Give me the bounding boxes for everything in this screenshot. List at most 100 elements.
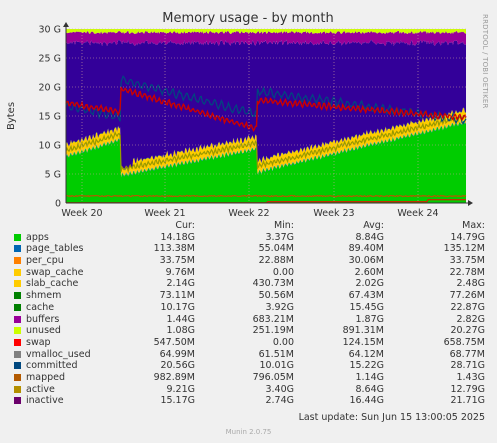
- legend-cur-value: 1.44G: [166, 313, 195, 325]
- chart-title: Memory usage - by month: [162, 11, 333, 26]
- legend-cur-value: 14.18G: [160, 231, 195, 243]
- legend-row-apps: apps 14.18G 3.37G 8.84G 14.79G: [0, 232, 497, 244]
- side-label: RRDTOOL / TOBI OETIKER: [481, 14, 489, 109]
- area-unused: [66, 29, 466, 34]
- legend-max-value: 77.26M: [449, 290, 485, 302]
- legend-series-name: unused: [26, 325, 61, 337]
- legend-swatch: [14, 245, 21, 253]
- legend-table: Cur: Min: Avg: Max: apps 14.18G 3.37G 8.84G…: [0, 220, 497, 407]
- y-tick-label: 25 G: [39, 54, 61, 65]
- legend-swatch: [14, 397, 21, 405]
- legend-avg-value: 89.40M: [348, 243, 384, 255]
- legend-min-value: 251.19M: [252, 325, 294, 337]
- header-avg: Avg:: [363, 220, 384, 231]
- legend-cur-value: 2.14G: [166, 278, 195, 290]
- legend-swatch: [14, 292, 21, 300]
- y-tick-label: 0: [55, 199, 61, 210]
- legend-series-name: cache: [26, 301, 55, 313]
- line-active: [65, 114, 467, 174]
- area-buffers: [66, 31, 466, 46]
- legend-avg-value: 1.14G: [355, 371, 384, 383]
- legend-row-buffers: buffers 1.44G 683.21M 1.87G 2.82G: [0, 314, 497, 326]
- legend-max-value: 21.71G: [450, 395, 485, 407]
- legend-series-name: swap: [26, 336, 51, 348]
- legend-series-name: vmalloc_used: [26, 348, 91, 360]
- legend-row-slab-cache: slab_cache 2.14G 430.73M 2.02G 2.48G: [0, 278, 497, 290]
- legend-avg-value: 64.12M: [348, 348, 384, 360]
- legend-cur-value: 64.99M: [159, 348, 195, 360]
- y-tick-label: 15 G: [39, 112, 61, 123]
- legend-max-value: 33.75M: [449, 255, 485, 267]
- legend-max-value: 68.77M: [449, 348, 485, 360]
- legend-series-name: apps: [26, 231, 49, 243]
- legend-swatch: [14, 350, 21, 358]
- legend-avg-value: 15.45G: [349, 301, 384, 313]
- legend-swatch: [14, 327, 21, 335]
- legend-cur-value: 9.76M: [165, 266, 195, 278]
- y-tick-label: 10 G: [39, 141, 61, 152]
- legend-cur-value: 982.89M: [153, 371, 195, 383]
- last-update: Last update: Sun Jun 15 13:00:05 2025: [298, 412, 485, 423]
- x-axis-arrow: [468, 200, 473, 206]
- legend-min-value: 3.40G: [265, 383, 294, 395]
- legend-cur-value: 15.17G: [160, 395, 195, 407]
- legend-max-value: 1.43G: [456, 371, 485, 383]
- legend-min-value: 10.01G: [259, 360, 294, 372]
- legend-swatch: [14, 338, 21, 346]
- x-tick-label: Week 20: [61, 208, 102, 219]
- y-axis-label: Bytes: [6, 102, 17, 130]
- header-min: Min:: [273, 220, 294, 231]
- legend-max-value: 20.27G: [450, 325, 485, 337]
- legend-avg-value: 8.84G: [355, 231, 384, 243]
- area-cache: [66, 39, 466, 171]
- legend-series-name: page_tables: [26, 243, 84, 255]
- x-tick-label: Week 23: [313, 208, 354, 219]
- legend-series-name: shmem: [26, 290, 62, 302]
- legend-row-page-tables: page_tables 113.38M 55.04M 89.40M 135.12M: [0, 243, 497, 255]
- legend-avg-value: 30.06M: [348, 255, 384, 267]
- legend-series-name: inactive: [26, 395, 64, 407]
- legend-min-value: 61.51M: [258, 348, 294, 360]
- legend-min-value: 430.73M: [252, 278, 294, 290]
- legend-swatch: [14, 233, 21, 241]
- legend-row-committed: committed 20.56G 10.01G 15.22G 28.71G: [0, 360, 497, 372]
- y-tick-label: 30 G: [39, 25, 61, 36]
- legend-swatch: [14, 268, 21, 276]
- legend-max-value: 14.79G: [450, 231, 485, 243]
- legend-min-value: 2.74G: [265, 395, 294, 407]
- line-mapped: [65, 194, 467, 198]
- legend-swatch: [14, 373, 21, 381]
- legend-avg-value: 67.43M: [348, 290, 384, 302]
- legend-avg-value: 1.87G: [355, 313, 384, 325]
- legend-row-cache: cache 10.17G 3.92G 15.45G 22.87G: [0, 302, 497, 314]
- line-inactive: [65, 86, 467, 133]
- legend-max-value: 12.79G: [450, 383, 485, 395]
- legend-max-value: 28.71G: [450, 360, 485, 372]
- x-tick-label: Week 24: [397, 208, 438, 219]
- legend-series-name: swap_cache: [26, 266, 84, 278]
- area-shmem: [66, 107, 466, 171]
- legend-min-value: 0.00: [272, 266, 294, 278]
- legend-series-name: slab_cache: [26, 278, 79, 290]
- legend-series-name: buffers: [26, 313, 60, 325]
- legend-avg-value: 15.22G: [349, 360, 384, 372]
- legend-series-name: committed: [26, 360, 78, 372]
- memory-chart: Memory usage - by month Bytes RRDTOOL / …: [0, 0, 497, 220]
- legend-cur-value: 113.38M: [153, 243, 195, 255]
- legend-swatch: [14, 280, 21, 288]
- legend-row-mapped: mapped 982.89M 796.05M 1.14G 1.43G: [0, 372, 497, 384]
- legend-swatch: [14, 362, 21, 370]
- legend-max-value: 658.75M: [443, 336, 485, 348]
- legend-cur-value: 1.08G: [166, 325, 195, 337]
- legend-row-active: active 9.21G 3.40G 8.64G 12.79G: [0, 384, 497, 396]
- legend-cur-value: 33.75M: [159, 255, 195, 267]
- legend-max-value: 2.48G: [456, 278, 485, 290]
- legend-min-value: 50.56M: [258, 290, 294, 302]
- legend-row-swap: swap 547.50M 0.00 124.15M 658.75M: [0, 337, 497, 349]
- legend-swatch: [14, 315, 21, 323]
- legend-swatch: [14, 257, 21, 265]
- legend-max-value: 22.87G: [450, 301, 485, 313]
- legend-min-value: 0.00: [272, 336, 294, 348]
- legend-min-value: 683.21M: [252, 313, 294, 325]
- legend-row-unused: unused 1.08G 251.19M 891.31M 20.27G: [0, 325, 497, 337]
